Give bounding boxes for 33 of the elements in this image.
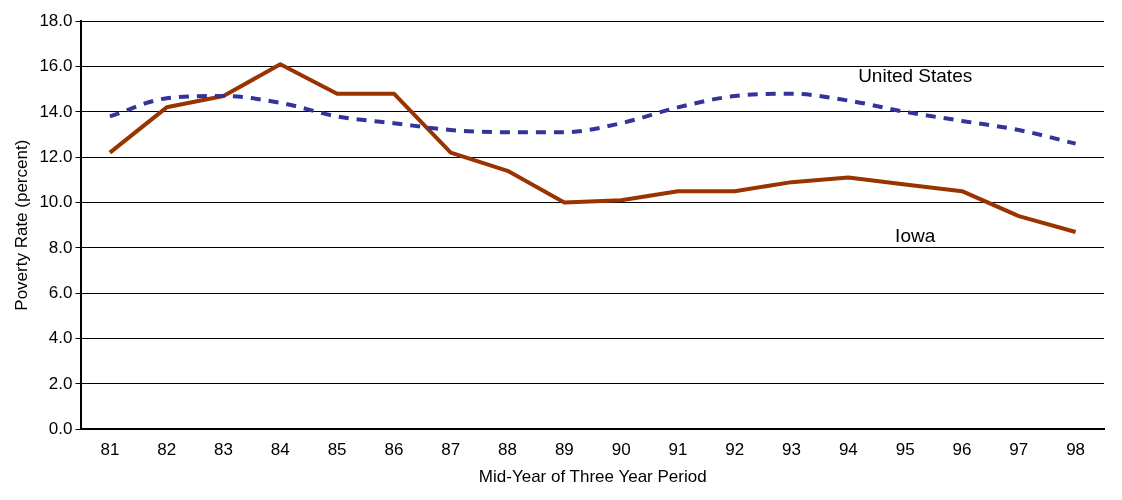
x-tick-label: 85 bbox=[327, 440, 347, 460]
y-tick-label: 12.0 bbox=[39, 146, 73, 166]
x-tick-label: 88 bbox=[498, 440, 517, 460]
x-tick-label: 81 bbox=[100, 440, 120, 460]
x-tick-label: 98 bbox=[1066, 440, 1086, 460]
x-tick-label: 83 bbox=[214, 440, 233, 460]
x-tick-label: 97 bbox=[1009, 440, 1029, 460]
y-tick-label: 10.0 bbox=[39, 192, 73, 212]
x-tick-label: 96 bbox=[952, 440, 972, 460]
x-tick-label: 82 bbox=[157, 440, 177, 460]
series-label: Iowa bbox=[895, 225, 936, 247]
x-tick-label: 89 bbox=[554, 440, 574, 460]
y-tick-label: 6.0 bbox=[48, 282, 73, 302]
y-tick-label: 18.0 bbox=[39, 10, 73, 30]
y-tick-label: 2.0 bbox=[48, 373, 73, 393]
y-tick-label: 4.0 bbox=[48, 328, 73, 348]
x-axis-title: Mid-Year of Three Year Period bbox=[478, 467, 707, 487]
line-series bbox=[107, 91, 1078, 146]
y-tick-label: 0.0 bbox=[48, 418, 73, 438]
x-tick-label: 92 bbox=[725, 440, 745, 460]
x-tick-label: 86 bbox=[384, 440, 404, 460]
x-tick-label: 94 bbox=[838, 440, 858, 460]
x-tick-label: 87 bbox=[441, 440, 461, 460]
y-tick-label: 8.0 bbox=[48, 237, 73, 257]
x-tick-label: 84 bbox=[270, 440, 290, 460]
y-tick-label: 16.0 bbox=[39, 56, 73, 76]
x-tick-label: 90 bbox=[611, 440, 631, 460]
x-tick-label: 95 bbox=[895, 440, 915, 460]
y-tick-label: 14.0 bbox=[39, 101, 73, 121]
x-tick-label: 93 bbox=[782, 440, 802, 460]
x-tick-label: 91 bbox=[668, 440, 688, 460]
y-axis-title: Poverty Rate (percent) bbox=[11, 139, 31, 311]
series-label: United States bbox=[858, 64, 973, 86]
